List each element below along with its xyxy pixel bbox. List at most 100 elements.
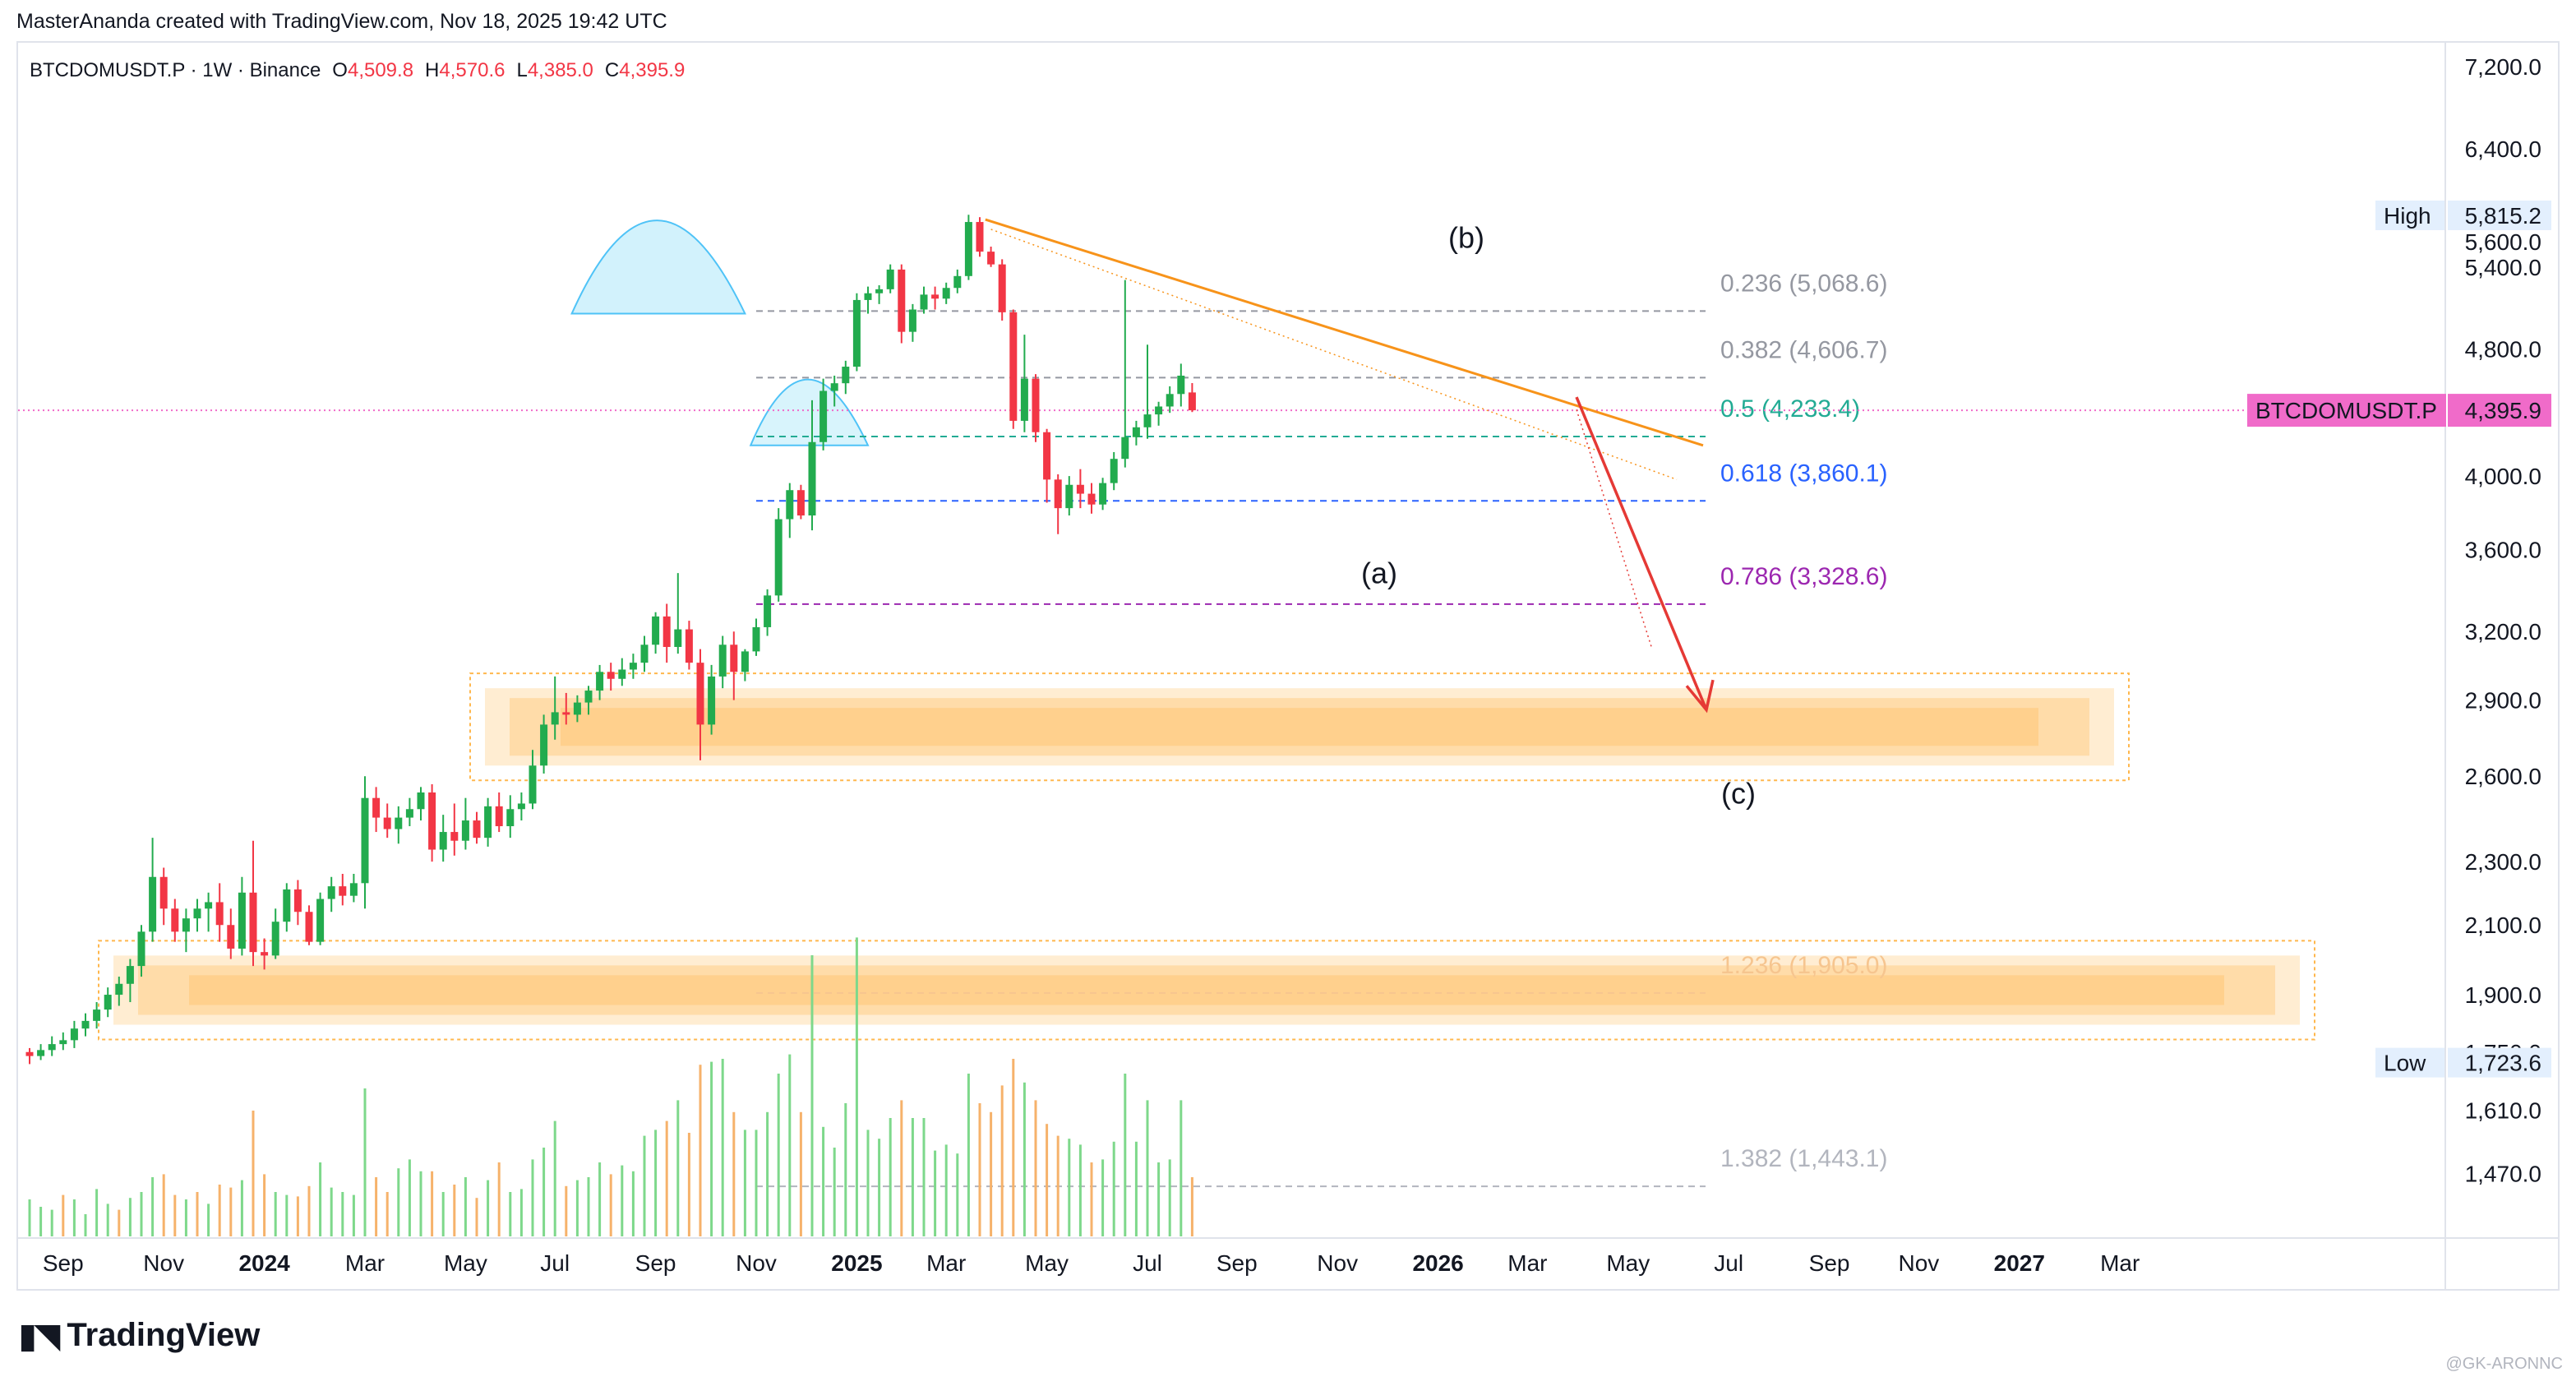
volume-bar [519,1189,523,1236]
volume-bar [1068,1139,1071,1236]
candle-body [796,490,805,516]
candle-body [1110,459,1118,483]
candle-body [752,626,760,652]
time-axis-tick: Sep [43,1250,84,1276]
volume-bar [1190,1177,1193,1236]
candle-body [283,889,291,922]
volume-bar [252,1111,255,1236]
candle-body [517,803,525,810]
candle-body [137,931,145,967]
candle-body [495,806,503,827]
time-axis-tick: Jul [1714,1250,1743,1276]
volume-bar [643,1135,646,1236]
price-axis-tick: 2,900.0 [2465,688,2541,714]
volume-bar [565,1185,568,1236]
time-axis-tick: Jul [1133,1250,1162,1276]
candle-body [830,383,838,391]
time-axis-tick: Mar [1507,1250,1547,1276]
candle-body [249,892,257,953]
price-axis-tick: 2,100.0 [2465,912,2541,938]
volume-bar [1112,1141,1115,1236]
candle-body [227,925,235,949]
volume-bar [431,1171,434,1236]
candle-body [551,712,559,725]
high-marker-label-box [2375,200,2444,230]
candle-body [48,1044,56,1051]
volume-bar [196,1192,199,1236]
price-axis-tick: 4,000.0 [2465,464,2541,489]
high-marker-value-box [2448,200,2551,230]
volume-bar [307,1185,311,1236]
candle-body [696,663,704,725]
low-marker-value: 1,723.6 [2465,1051,2541,1076]
candle-body [484,806,492,839]
candle-body [998,264,1006,312]
price-axis-tick: 3,200.0 [2465,619,2541,644]
last-price-value: 4,395.9 [2465,398,2541,423]
candle-body [439,832,447,850]
last-price-value-box [2448,394,2551,427]
candle-body [987,252,995,265]
candle-body [1121,437,1129,460]
candle-body [1166,394,1174,407]
rounded-top-dome-small [749,378,870,446]
candle-body [808,441,816,516]
volume-bar [28,1199,31,1236]
candle-body [316,899,325,942]
wave-label-b: (b) [1448,221,1484,255]
volume-bar [1124,1074,1127,1236]
candle-body [774,519,782,596]
rounded-top-dome [570,219,746,315]
volume-bar [799,1111,802,1236]
volume-bar [922,1118,926,1236]
candle-body [70,1028,78,1041]
time-axis-tick: Nov [1317,1250,1358,1276]
volume-bar [1046,1124,1049,1236]
support-zone [113,955,2300,1025]
price-axis-tick: 4,800.0 [2465,337,2541,363]
candle-body [976,222,984,252]
tradingview-mark-icon: ▮◥ [18,1316,60,1355]
candle-body [1020,378,1028,421]
resistance-trendline-dotted [990,229,1678,481]
candle-body [1054,479,1062,509]
time-axis-tick: Mar [926,1250,966,1276]
support-zone-inner [138,965,2275,1015]
volume-bar [39,1207,43,1236]
candle-body [205,902,213,909]
volume-bar [699,1065,702,1236]
volume-bar [352,1194,355,1236]
candle-body [59,1040,67,1045]
candle-body [1065,484,1073,509]
volume-bar [1023,1082,1026,1236]
candle-body [506,809,515,827]
volume-bar [1134,1141,1138,1236]
time-axis-tick: Sep [635,1250,676,1276]
volume-bar [419,1171,422,1236]
candle-body [1099,483,1107,505]
candle-body [1177,375,1185,395]
candle-body [674,629,682,647]
volume-bar [531,1159,534,1236]
candle-body [271,922,279,956]
candle-body [339,886,347,896]
candle-body [718,644,727,677]
time-axis-tick: Sep [1809,1250,1850,1276]
author-watermark: @GK-ARONNC [2445,1355,2563,1373]
candle-body [193,908,201,919]
candle-body [261,952,269,956]
candle-body [852,299,861,367]
ohlc-close-value: 4,395.9 [619,59,686,81]
volume-bar [978,1103,981,1236]
candle-body [37,1050,45,1056]
volume-bar [732,1111,736,1236]
volume-bar [95,1189,99,1236]
candle-body [786,490,794,520]
volume-bar [956,1153,959,1236]
volume-bar [609,1174,612,1236]
volume-bar [441,1192,445,1236]
time-axis-tick: Nov [1899,1250,1940,1276]
tradingview-logo[interactable]: ▮◥ TradingView [18,1315,260,1356]
symbol-info: BTCDOMUSDT.P · 1W · Binance [30,59,321,81]
